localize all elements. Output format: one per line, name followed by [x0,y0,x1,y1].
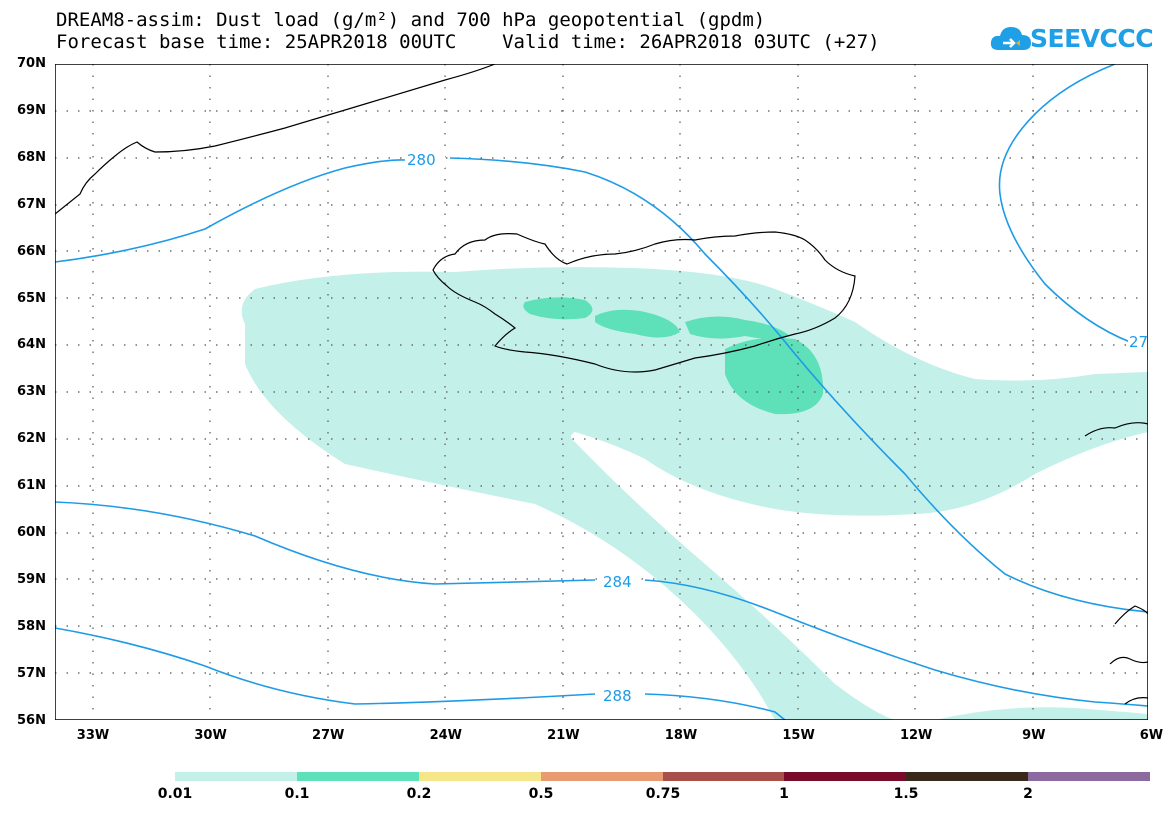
dust-map: 280 284 288 27 [55,64,1148,720]
lon-label: 15W [782,728,815,743]
dust-area-mid-west [523,297,593,320]
dust-area-low-south [935,707,1148,720]
logo-text: SEEVCCC [1030,24,1154,53]
lat-label: 68N [17,149,46,165]
lon-label: 24W [429,728,463,743]
contour-280 [55,157,1148,613]
chart-title: DREAM8-assim: Dust load (g/m²) and 700 h… [56,9,766,31]
lat-label: 56N [17,712,46,728]
dust-area-mid-east [685,316,790,339]
lat-label: 70N [17,56,46,71]
coastline-greenland [55,64,496,215]
dust-area-mid-center [595,309,680,338]
lat-label: 61N [17,478,46,494]
lon-label: 27W [311,728,345,743]
lat-label: 60N [17,525,46,540]
legend-swatch [540,772,663,781]
lat-label: 64N [17,337,46,353]
lat-label: 67N [17,196,46,212]
seevccc-logo: SEEVCCC [990,20,1154,58]
legend-label: 0.2 [406,786,432,802]
legend-swatch [175,772,297,781]
legend-swatch [784,772,907,781]
coastline-scotland [1109,605,1148,705]
lat-label: 62N [17,431,46,447]
legend-label: 0.1 [284,786,310,802]
lon-label: 6W [1139,728,1164,743]
legend-label: 0.75 [645,786,681,802]
color-legend [175,772,1150,781]
legend-label: 1 [779,786,789,802]
lat-label: 65N [17,290,46,306]
legend-label: 0.01 [157,786,193,802]
legend-swatch [906,772,1029,781]
coastline-iceland [432,231,856,373]
legend-label: 2 [1023,786,1033,802]
legend-label: 1.5 [893,786,919,802]
legend-swatch [296,772,419,781]
coastline-faroe-norway [1084,422,1148,437]
lon-label: 33W [76,728,110,743]
chart-subtitle: Forecast base time: 25APR2018 00UTC Vali… [56,31,880,53]
lon-label: 9W [1022,728,1046,743]
legend-swatch [662,772,785,781]
lon-label: 18W [664,728,698,743]
contour-label-288: 288 [603,687,632,705]
contour-288 [55,627,786,720]
lon-label: 21W [547,728,580,743]
lat-label: 59N [17,571,46,587]
contour-27x [998,64,1131,343]
lat-label: 63N [17,384,46,400]
legend-label: 0.5 [528,786,554,802]
legend-swatch [418,772,541,781]
dust-area-low [241,267,1148,720]
lon-label: 30W [194,728,227,743]
cloud-icon [990,27,1031,50]
contour-label-27: 27 [1129,333,1148,351]
dust-area-mid-southeast [725,337,824,415]
contour-label-284: 284 [603,573,632,591]
lat-label: 66N [17,243,46,259]
contour-284 [55,501,1148,707]
lat-label: 69N [17,102,46,118]
lat-label: 57N [17,665,46,681]
contour-label-280: 280 [407,151,436,169]
legend-swatch [1028,772,1150,781]
lat-label: 58N [17,618,46,634]
lon-label: 12W [899,728,933,743]
